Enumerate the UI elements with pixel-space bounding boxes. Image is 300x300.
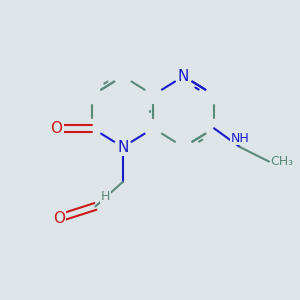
- Text: N: N: [117, 140, 129, 154]
- Text: NH: NH: [231, 132, 250, 145]
- Text: CH₃: CH₃: [271, 155, 294, 168]
- Text: H: H: [101, 190, 110, 203]
- Text: O: O: [53, 211, 65, 226]
- Text: N: N: [178, 69, 189, 84]
- Text: O: O: [50, 121, 62, 136]
